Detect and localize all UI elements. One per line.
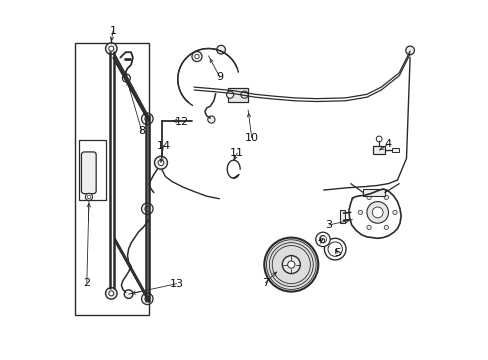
Circle shape bbox=[358, 210, 362, 215]
Text: 3: 3 bbox=[325, 220, 332, 230]
Text: 5: 5 bbox=[333, 248, 340, 258]
Bar bbox=[228, 88, 247, 102]
Circle shape bbox=[87, 195, 91, 199]
Circle shape bbox=[141, 203, 153, 215]
Circle shape bbox=[366, 202, 387, 223]
Circle shape bbox=[324, 238, 346, 260]
Circle shape bbox=[124, 290, 133, 298]
Circle shape bbox=[141, 113, 153, 125]
Circle shape bbox=[158, 160, 163, 166]
Bar bbox=[339, 210, 345, 223]
Circle shape bbox=[327, 242, 342, 256]
Text: 8: 8 bbox=[138, 126, 145, 136]
Circle shape bbox=[287, 261, 294, 268]
Text: 6: 6 bbox=[317, 235, 325, 246]
Circle shape bbox=[366, 225, 370, 230]
Circle shape bbox=[282, 256, 300, 274]
Text: 11: 11 bbox=[230, 148, 244, 158]
Text: 2: 2 bbox=[83, 278, 90, 288]
Circle shape bbox=[85, 193, 92, 201]
Circle shape bbox=[384, 225, 387, 230]
Circle shape bbox=[141, 293, 153, 305]
Circle shape bbox=[108, 291, 114, 296]
Text: 12: 12 bbox=[174, 117, 188, 127]
Text: 7: 7 bbox=[261, 278, 268, 288]
Circle shape bbox=[192, 51, 202, 62]
Circle shape bbox=[366, 195, 370, 199]
Circle shape bbox=[144, 116, 149, 121]
Circle shape bbox=[371, 207, 382, 218]
Circle shape bbox=[144, 296, 149, 301]
Bar bbox=[373, 146, 384, 154]
Circle shape bbox=[392, 210, 396, 215]
Circle shape bbox=[207, 116, 215, 123]
Circle shape bbox=[216, 45, 225, 54]
Text: 10: 10 bbox=[244, 132, 258, 143]
Circle shape bbox=[241, 91, 247, 98]
Circle shape bbox=[154, 156, 167, 169]
Text: 13: 13 bbox=[169, 279, 183, 289]
Bar bbox=[75, 43, 149, 315]
FancyBboxPatch shape bbox=[81, 152, 96, 194]
Circle shape bbox=[194, 54, 199, 59]
Circle shape bbox=[384, 195, 387, 199]
Circle shape bbox=[105, 43, 117, 54]
Text: 4: 4 bbox=[384, 139, 391, 149]
Circle shape bbox=[105, 288, 117, 299]
Bar bbox=[363, 189, 384, 196]
Circle shape bbox=[264, 238, 318, 292]
Circle shape bbox=[122, 74, 130, 82]
Circle shape bbox=[375, 136, 381, 142]
Circle shape bbox=[405, 46, 413, 55]
Circle shape bbox=[315, 232, 329, 247]
Circle shape bbox=[108, 46, 114, 51]
Text: 14: 14 bbox=[156, 141, 170, 151]
Text: 1: 1 bbox=[109, 26, 116, 36]
Circle shape bbox=[144, 206, 149, 211]
Circle shape bbox=[319, 236, 326, 243]
Text: 9: 9 bbox=[216, 72, 223, 82]
Bar bbox=[79, 140, 106, 200]
Circle shape bbox=[226, 91, 233, 98]
Bar bbox=[391, 148, 398, 152]
